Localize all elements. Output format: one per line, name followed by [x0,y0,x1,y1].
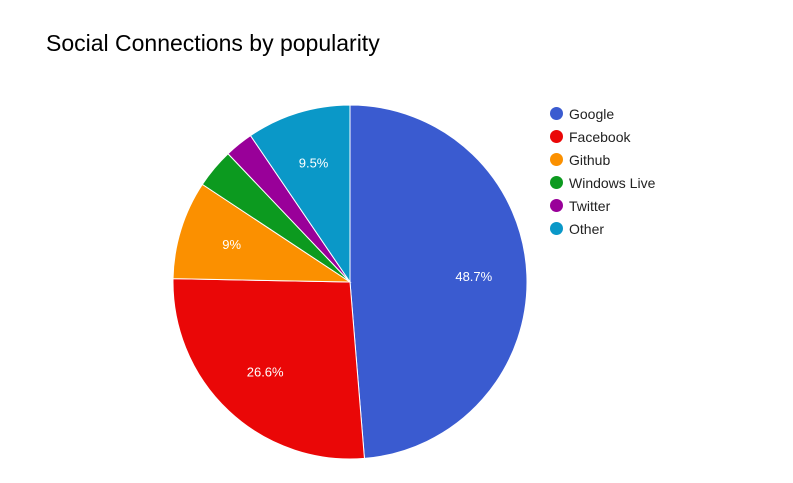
legend-label: Other [569,220,605,237]
legend-label: Windows Live [569,174,656,191]
legend-swatch-icon [550,153,563,166]
pie-slice-facebook [172,278,365,460]
pie-slice-google [349,104,528,459]
legend-label: Google [569,105,615,122]
legend-label: Facebook [569,128,631,145]
legend: Google Facebook Github Windows Live Twitter O… [550,102,655,240]
legend-item-twitter: Twitter [550,194,655,217]
legend-label: Github [569,151,611,168]
legend-swatch-icon [550,130,563,143]
legend-swatch-icon [550,222,563,235]
legend-swatch-icon [550,176,563,189]
legend-item-facebook: Facebook [550,125,655,148]
legend-swatch-icon [550,199,563,212]
slice-label-google: 48.7% [455,269,492,284]
slice-label-other: 9.5% [299,156,329,171]
slice-label-facebook: 26.6% [247,364,284,379]
pie-slice-github [172,183,352,283]
pie-slice-other [249,104,351,284]
legend-item-windows-live: Windows Live [550,171,655,194]
chart-title: Social Connections by popularity [46,30,380,56]
legend-swatch-icon [550,107,563,120]
slice-label-github: 9% [222,237,241,252]
legend-label: Twitter [569,197,611,214]
legend-item-github: Github [550,148,655,171]
legend-item-google: Google [550,102,655,125]
legend-item-other: Other [550,217,655,240]
